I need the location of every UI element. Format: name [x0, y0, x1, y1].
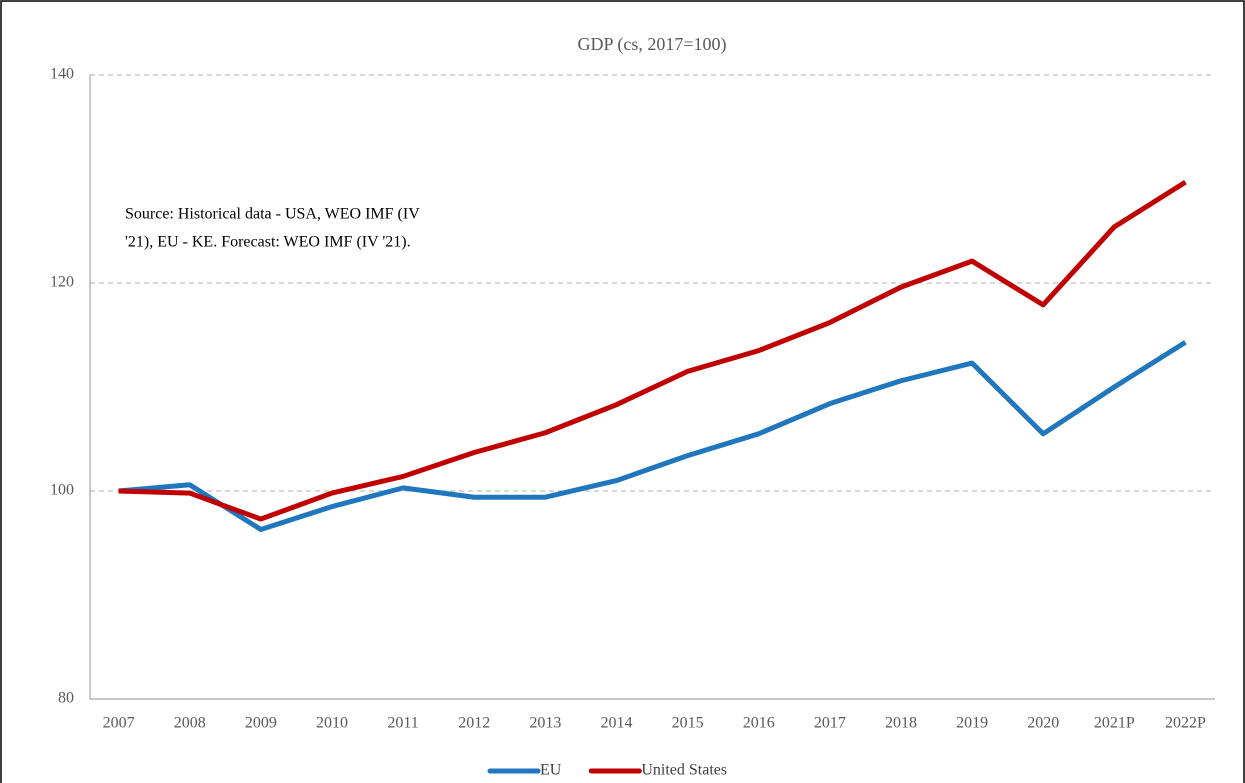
x-tick-label: 2014	[600, 715, 632, 732]
x-tick-label: 2010	[316, 715, 348, 732]
y-tick-label: 100	[50, 482, 74, 499]
x-tick-label: 2016	[743, 715, 775, 732]
line-series	[118, 340, 1187, 532]
x-tick-label: 2021P	[1094, 715, 1135, 732]
x-tick-label: 2022P	[1165, 715, 1206, 732]
x-tick-label: 2013	[529, 715, 561, 732]
x-tick-label: 2018	[885, 715, 917, 732]
line-series	[118, 180, 1187, 522]
x-tick-label: 2008	[174, 715, 206, 732]
annotation: '21), EU - KE. Forecast: WEO IMF (IV '21…	[125, 234, 411, 251]
y-tick-label: 140	[50, 66, 74, 83]
y-tick-label: 120	[50, 274, 74, 291]
annotation: Source: Historical data - USA, WEO IMF (…	[125, 206, 420, 223]
y-tick-label: 80	[58, 690, 74, 707]
x-tick-label: 2009	[245, 715, 277, 732]
legend-label: United States	[641, 762, 727, 779]
x-tick-label: 2011	[387, 715, 418, 732]
x-tick-label: 2015	[672, 715, 704, 732]
x-tick-label: 2020	[1027, 715, 1059, 732]
x-tick-label: 2019	[956, 715, 988, 732]
x-tick-label: 2012	[458, 715, 490, 732]
x-tick-label: 2017	[814, 715, 846, 732]
chart-title: GDP (cs, 2017=100)	[578, 34, 727, 55]
x-tick-label: 2007	[103, 715, 135, 732]
legend-label: EU	[540, 762, 562, 779]
